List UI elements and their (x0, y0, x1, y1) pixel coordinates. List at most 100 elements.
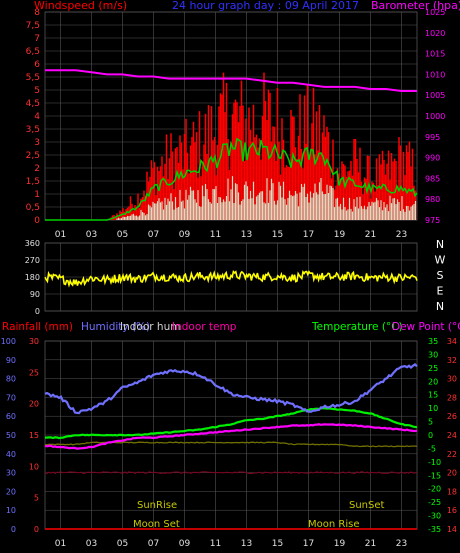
compass-label: N (436, 300, 444, 313)
wind-x-tick-label: 23 (396, 230, 407, 240)
humidity-tick-label: 20 (6, 487, 16, 496)
indoor-temp-label: Indoor temp (172, 321, 237, 333)
rain-tick-label: 10 (29, 462, 39, 471)
wind-y-tick-label: 1 (34, 190, 40, 200)
dewpoint-line (44, 423, 418, 450)
wind-y-tick-label: 4 (34, 112, 40, 122)
compass-label: S (437, 269, 444, 282)
indoor-temp-tick-label: 32 (447, 356, 457, 365)
indoor-temp-tick-label: 24 (447, 431, 457, 440)
sunrise-label: SunRise (137, 500, 177, 511)
lower-marks (44, 362, 418, 530)
lower-x-tick-label: 03 (86, 539, 97, 549)
lower-x-tick-label: 09 (179, 539, 191, 549)
wind-x-tick-label: 01 (55, 230, 66, 240)
indoor-temp-tick-label: 26 (447, 412, 457, 421)
compass-label: E (437, 285, 444, 298)
barometer-line (45, 69, 417, 92)
wind-y-tick-label: 0,5 (26, 203, 40, 213)
lower-x-tick-label: 19 (334, 539, 346, 549)
temperature-tick-label: 25 (428, 364, 438, 373)
humidity-tick-label: 0 (11, 525, 16, 534)
sunset-label: SunSet (349, 500, 385, 511)
rain-tick-label: 30 (29, 337, 39, 346)
rain-ticks: 0 5 10 15 20 25 30 (29, 337, 39, 534)
direction-y-tick-label: 0 (35, 307, 40, 316)
humidity-tick-label: 100 (1, 337, 16, 346)
temperature-tick-label: -25 (428, 498, 441, 507)
wind-y-ticks: 0 0,5 1 1,5 2 2,5 3 3,5 4 4,5 5 5,5 6 6,5 7 7,5 8 (26, 8, 41, 226)
wind-y-tick-label: 3 (34, 138, 40, 148)
rainfall-label: Rainfall (mm) (2, 321, 73, 333)
temperature-line (45, 407, 418, 440)
wind-y-tick-label: 2,5 (26, 151, 40, 161)
wind-x-tick-label: 09 (179, 230, 191, 240)
indoor-temperature-line (44, 471, 418, 475)
wind-x-tick-label: 17 (303, 230, 314, 240)
wind-y-tick-label: 5,5 (26, 73, 40, 83)
wind-x-tick-label: 03 (86, 230, 97, 240)
wind-axis-title: Windspeed (m/s) (34, 0, 127, 12)
temperature-tick-label: -10 (428, 458, 441, 467)
wind-x-tick-label: 15 (272, 230, 283, 240)
temperature-tick-label: -15 (428, 471, 441, 480)
rain-tick-label: 0 (34, 525, 39, 534)
compass-label: W (435, 254, 446, 267)
lower-x-tick-label: 07 (148, 539, 159, 549)
direction-y-tick-label: 90 (30, 290, 40, 299)
humidity-tick-label: 80 (6, 375, 16, 384)
lower-x-tick-label: 05 (117, 539, 128, 549)
lower-x-ticks: 01 03 05 07 09 11 13 15 17 19 21 23 (55, 539, 407, 549)
temperature-tick-label: 35 (428, 337, 438, 346)
temperature-label: Temperature (°C) (311, 321, 403, 333)
wind-y-tick-label: 2 (34, 164, 40, 174)
lower-x-tick-label: 01 (55, 539, 66, 549)
direction-line (44, 269, 418, 288)
rain-tick-label: 20 (29, 400, 39, 409)
humidity-tick-label: 30 (6, 469, 16, 478)
direction-y-ticks: 0 90 180 270 360 (25, 239, 40, 316)
lower-x-tick-label: 11 (210, 539, 221, 549)
indoor-temp-tick-label: 30 (447, 375, 457, 384)
wind-y-tick-label: 1,5 (26, 177, 40, 187)
indoor-temp-ticks: 14 16 18 20 22 24 26 28 30 32 34 (447, 337, 457, 534)
wind-y-tick-label: 7,5 (26, 21, 40, 31)
wind-y-tick-label: 3,5 (26, 125, 40, 135)
wind-y-tick-label: 5 (34, 86, 40, 96)
wind-y-tick-label: 7 (34, 34, 40, 44)
temperature-tick-label: -20 (428, 485, 441, 494)
direction-y-tick-label: 360 (25, 239, 40, 248)
temperature-tick-label: -5 (428, 444, 436, 453)
indoor-temp-tick-label: 20 (447, 469, 457, 478)
baro-y-tick-label: 1000 (425, 112, 445, 121)
baro-y-tick-label: 990 (425, 154, 440, 163)
wind-baro-panel: 0 0,5 1 1,5 2 2,5 3 3,5 4 4,5 5 5,5 6 6,5 7 7,5 8 975 980… (26, 0, 460, 240)
average-wind-line (45, 137, 418, 221)
wind-y-tick-label: 6,5 (26, 47, 40, 57)
lower-x-tick-label: 17 (303, 539, 314, 549)
temperature-tick-label: 30 (428, 350, 438, 359)
temp-hum-panel: Rainfall (mm) Humidity (%) Indoor hum In… (1, 321, 460, 549)
wind-x-tick-label: 11 (210, 230, 221, 240)
lower-x-tick-label: 23 (396, 539, 407, 549)
humidity-tick-label: 70 (6, 393, 16, 402)
humidity-label: Humidity (%) (81, 321, 150, 333)
wind-x-tick-label: 21 (365, 230, 376, 240)
wind-y-tick-label: 6 (34, 60, 40, 70)
humidity-line (44, 362, 418, 415)
baro-y-tick-label: 1005 (425, 91, 445, 100)
humidity-tick-label: 60 (6, 412, 16, 421)
dewpoint-label: Dew Point (°C) (392, 321, 460, 333)
moonrise-label: Moon Rise (308, 519, 359, 530)
indoor-hum-label: Indoor hum (120, 321, 180, 333)
temperature-tick-label: -35 (428, 525, 441, 534)
baro-y-tick-label: 985 (425, 174, 440, 183)
moonset-label: Moon Set (133, 519, 180, 530)
rain-tick-label: 25 (29, 368, 39, 377)
baro-y-ticks: 975 980 985 990 995 1000 1005 1010 1015 1020 1025 (425, 8, 445, 225)
temperature-tick-label: 15 (428, 391, 438, 400)
humidity-tick-label: 10 (6, 506, 16, 515)
